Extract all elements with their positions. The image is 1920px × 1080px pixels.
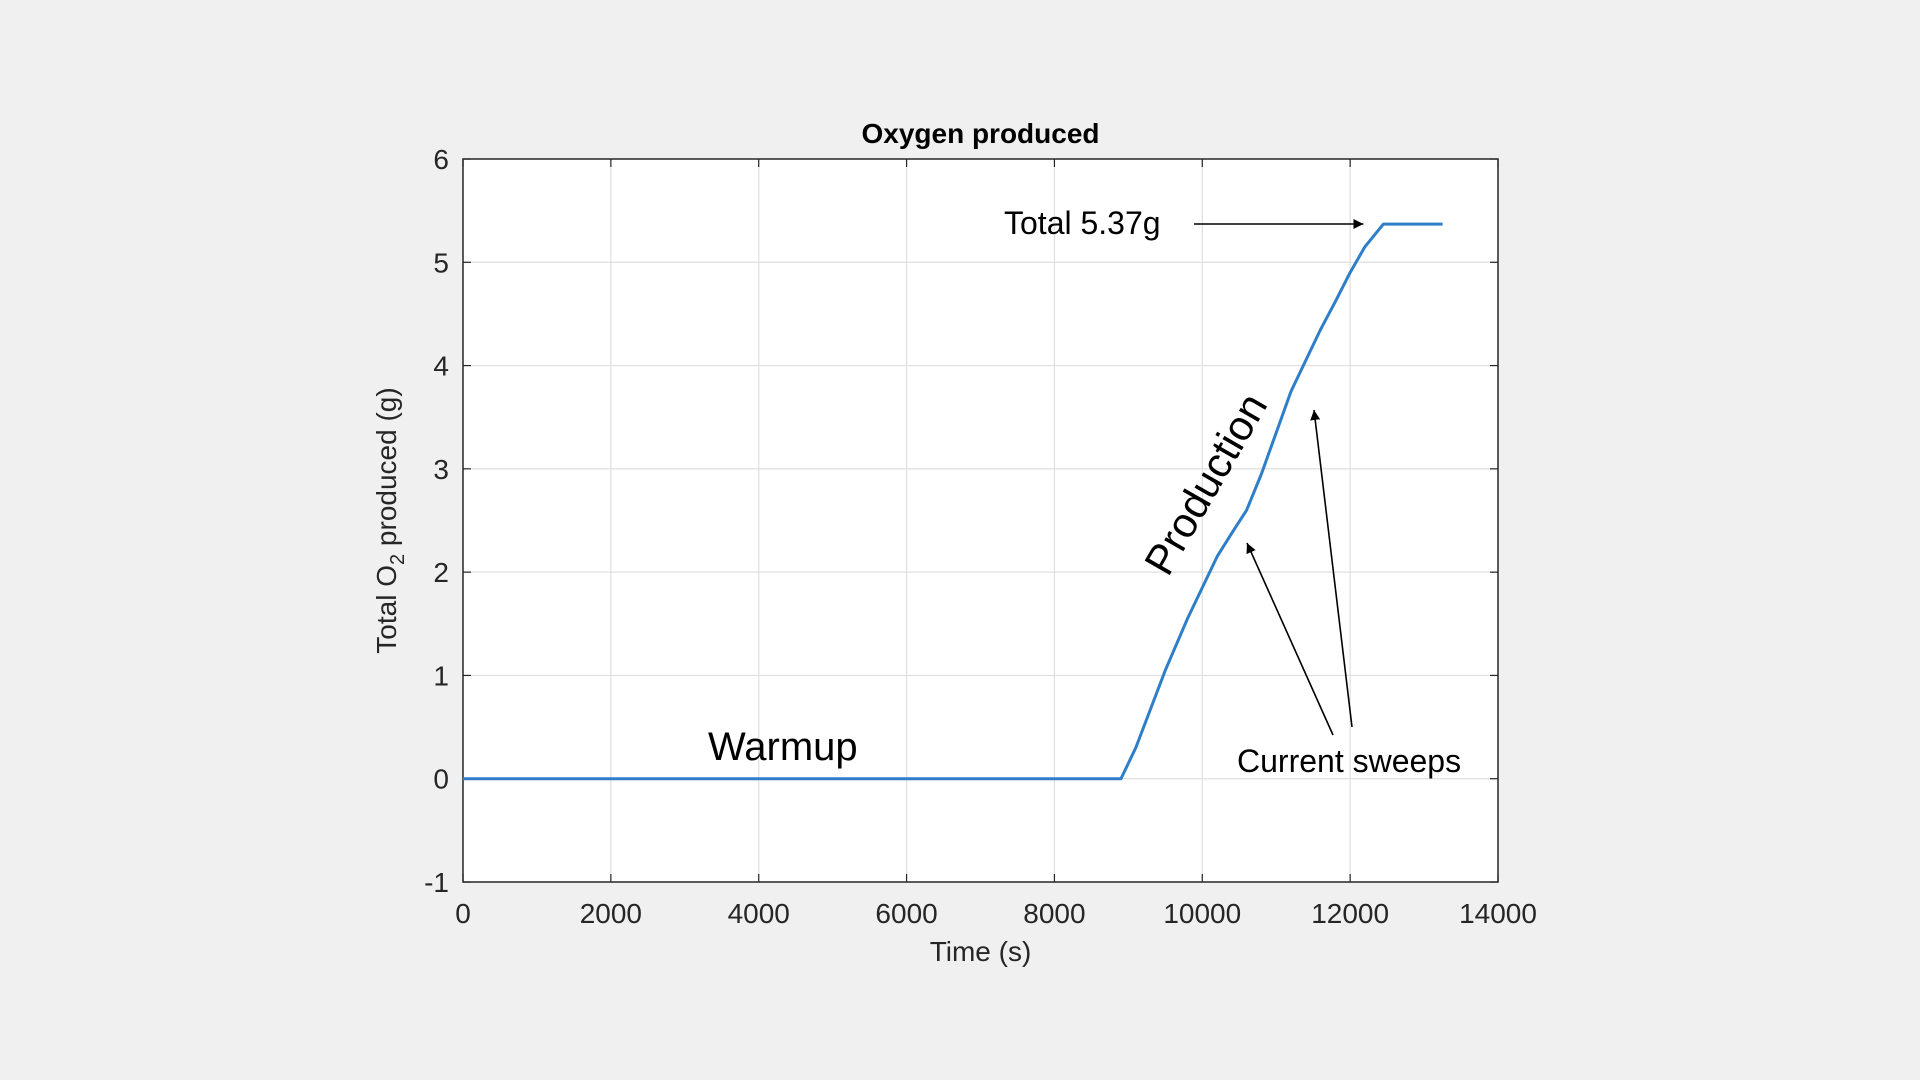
y-axis-title-rest: produced (g) (371, 387, 402, 554)
arrow-sweep-2 (1310, 409, 1353, 728)
y-tick-label: 2 (433, 557, 449, 588)
y-axis-title-main: Total O (371, 565, 402, 654)
y-tick-label: 4 (433, 351, 449, 382)
x-axis-title: Time (s) (930, 936, 1032, 967)
arrow-sweep-1 (1246, 542, 1334, 736)
x-tick-label: 4000 (728, 898, 790, 929)
y-tick-label: 5 (433, 247, 449, 278)
y-axis-title-subscript: 2 (387, 554, 409, 565)
tick-labels: 0 2000 4000 6000 8000 10000 12000 14000-1012345… (424, 144, 1537, 929)
chart-title: Oxygen produced (861, 118, 1099, 149)
annotation-total: Total 5.37g (1004, 205, 1161, 241)
y-tick-label: 6 (433, 144, 449, 175)
plot-area (463, 159, 1498, 882)
annotation-warmup: Warmup (708, 725, 858, 769)
x-tick-label: 10000 (1163, 898, 1241, 929)
x-tick-label: 2000 (580, 898, 642, 929)
x-tick-label: 8000 (1023, 898, 1085, 929)
x-tick-label: 0 (455, 898, 471, 929)
series-line (463, 222, 1443, 781)
y-tick-label: 0 (433, 764, 449, 795)
y-tick-label: 3 (433, 454, 449, 485)
annotation-current-sweeps: Current sweeps (1237, 743, 1461, 779)
x-tick-label: 14000 (1459, 898, 1537, 929)
axis-ticks (462, 158, 1499, 883)
grid (463, 159, 1498, 882)
y-tick-label: -1 (424, 867, 449, 898)
x-tick-label: 12000 (1311, 898, 1389, 929)
axes-box (462, 158, 1499, 883)
x-tick-label: 6000 (875, 898, 937, 929)
y-tick-label: 1 (433, 660, 449, 691)
y-axis-title: Total O2 produced (g) (371, 387, 409, 653)
